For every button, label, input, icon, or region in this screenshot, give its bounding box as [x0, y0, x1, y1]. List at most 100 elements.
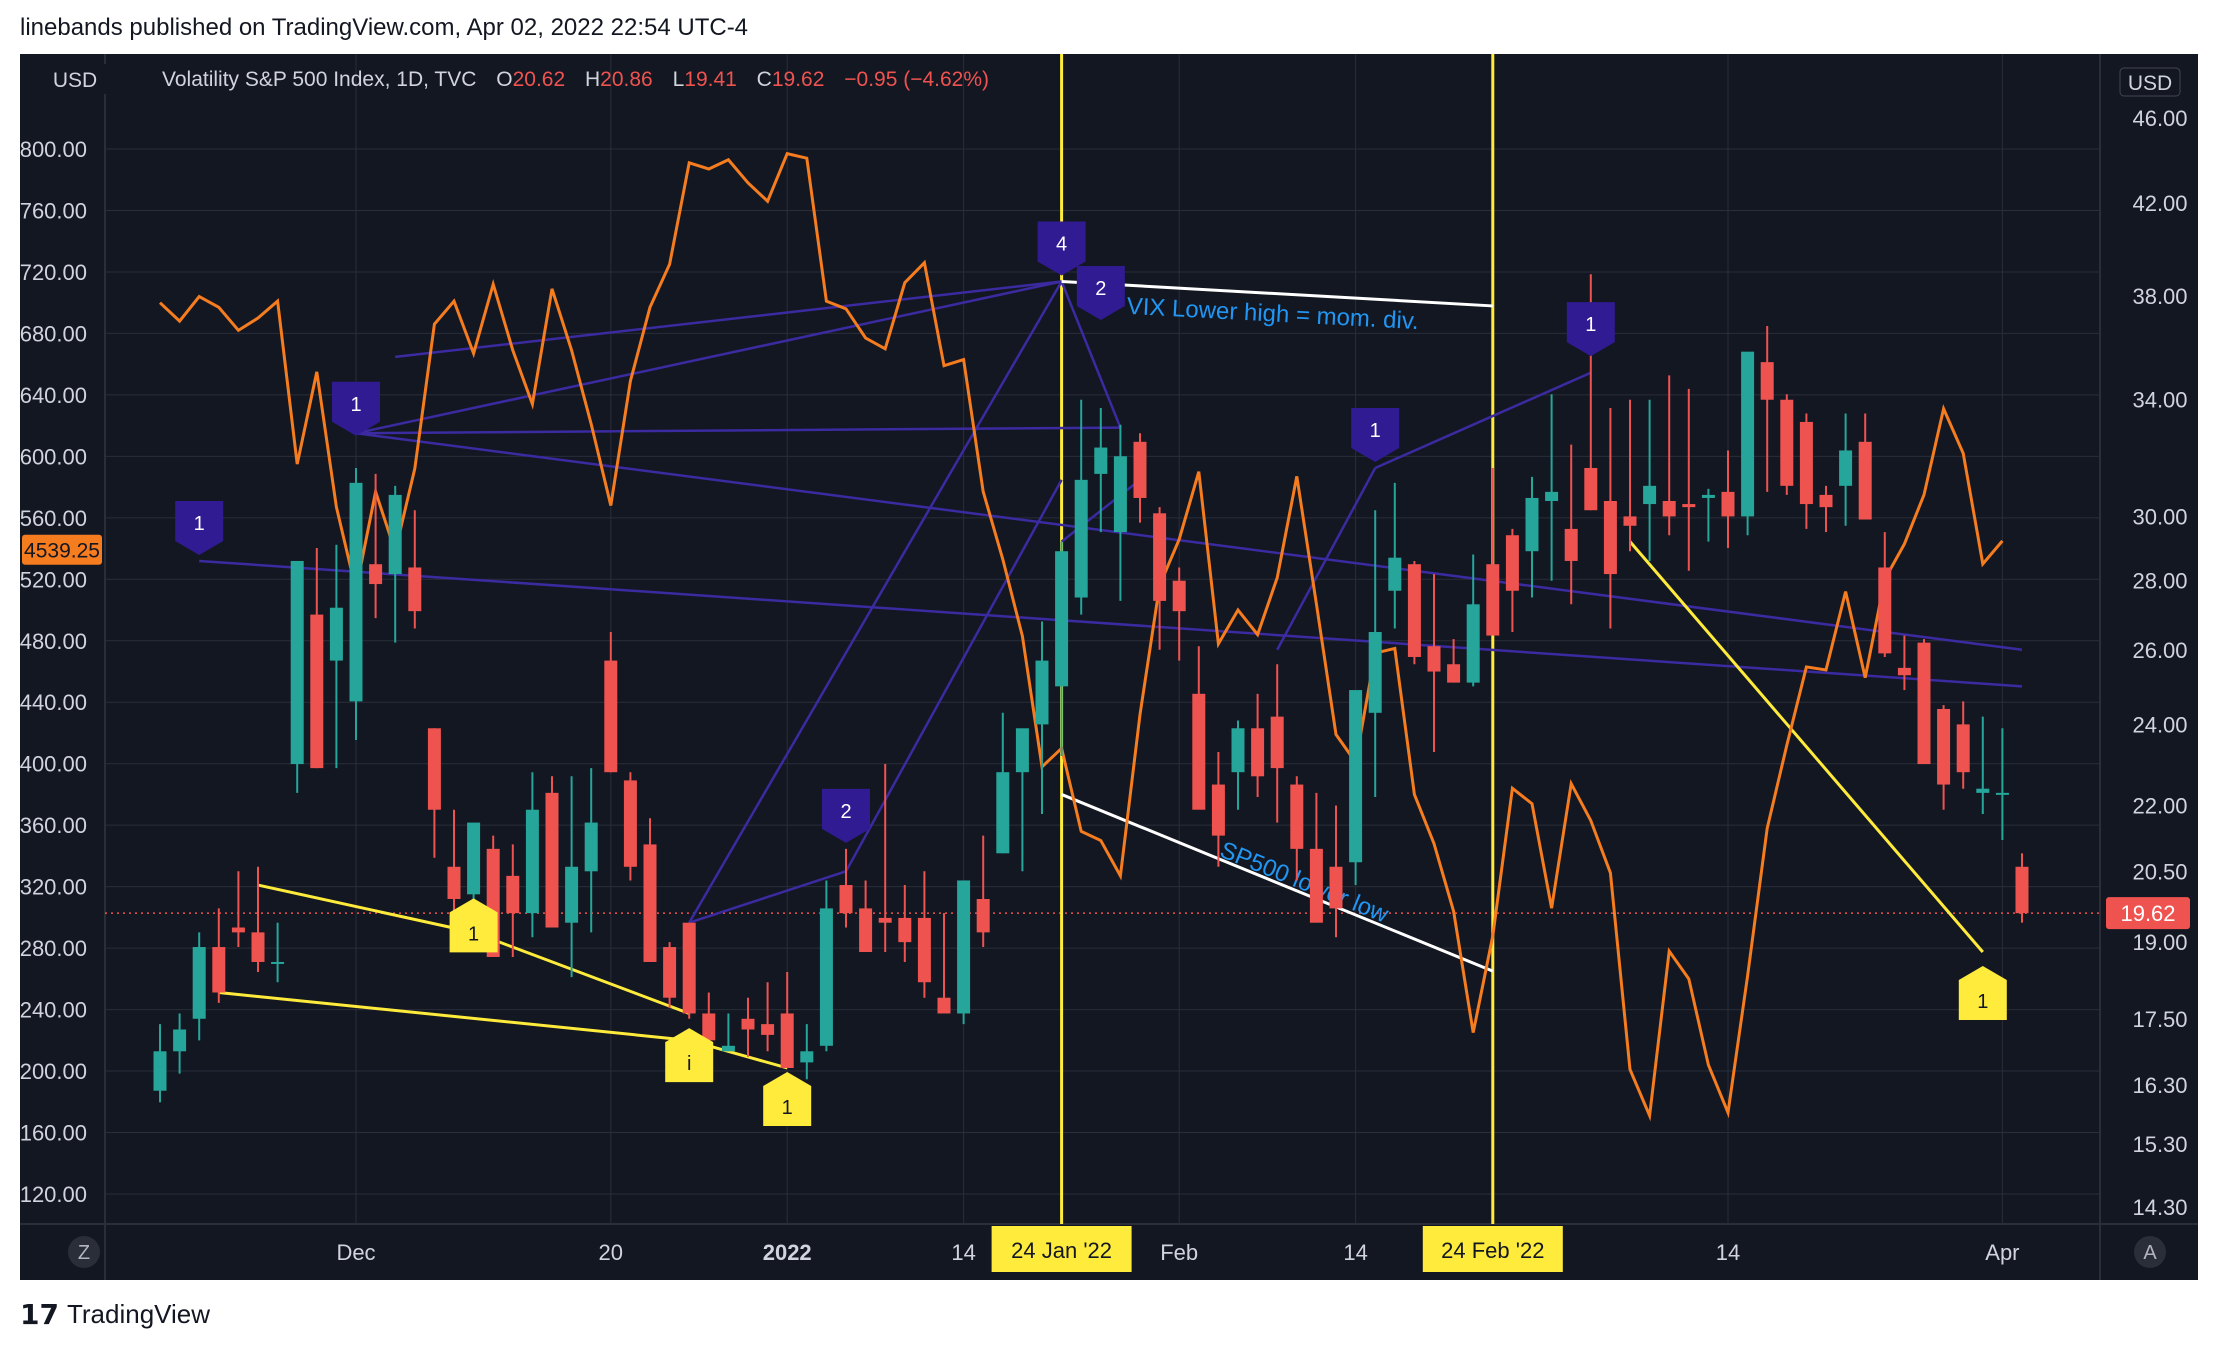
legend-symbol: Volatility S&P 500 Index, 1D, TVC — [162, 68, 476, 91]
right-price-badge: 19.62 — [2120, 901, 2175, 926]
legend-high-label: H — [585, 68, 600, 91]
candle-body — [1721, 491, 1735, 517]
candle-body — [859, 908, 873, 952]
pattern-flag — [332, 381, 380, 436]
candle-body — [447, 866, 461, 899]
candle-body — [349, 482, 363, 702]
legend-close-label: C — [757, 68, 772, 91]
z-button[interactable] — [68, 1236, 100, 1268]
left-tick-label: 4640.00 — [20, 383, 87, 408]
pattern-flag-label: 4 — [1056, 233, 1067, 255]
candle-body — [525, 809, 539, 914]
candle-body — [1897, 667, 1911, 676]
pattern-flag-label: 2 — [840, 801, 851, 823]
pattern-flag-label: 2 — [1095, 278, 1106, 300]
right-tick-label: 14.30 — [2132, 1195, 2187, 1220]
candle-body — [1113, 456, 1127, 533]
left-price-badge-bg — [22, 534, 102, 565]
time-tick-label: Apr — [1985, 1240, 2019, 1265]
candle-body — [388, 494, 402, 575]
candle-body — [702, 1013, 716, 1041]
yellow-flag — [665, 1028, 714, 1083]
candle-body — [917, 917, 931, 983]
right-price-badge-bg — [2106, 897, 2190, 930]
legend-high-value: 20.86 — [600, 68, 653, 91]
pattern-flag-label: 1 — [350, 394, 361, 416]
z-button-label: Z — [78, 1242, 90, 1264]
highlight-date-badge-bg — [991, 1226, 1132, 1272]
time-tick-label: Dec — [336, 1240, 375, 1265]
candle-body — [1505, 535, 1519, 591]
left-currency-badge[interactable] — [40, 64, 110, 94]
candle-body — [1329, 866, 1343, 909]
candle-body — [1682, 504, 1696, 508]
candle-body — [173, 1029, 187, 1052]
yellow-trend-line — [257, 883, 474, 934]
candle-body — [1603, 500, 1617, 575]
candle-body — [506, 875, 520, 914]
auto-scale-button[interactable] — [2134, 1236, 2166, 1268]
candle-body — [1251, 728, 1265, 777]
candle-body — [212, 947, 226, 993]
candle-body — [1309, 848, 1323, 923]
time-tick-label: 20 — [599, 1240, 623, 1265]
right-tick-label: 38.00 — [2132, 284, 2187, 309]
candle-body — [996, 772, 1010, 854]
legend-low-label: L — [673, 68, 685, 91]
left-tick-label: 4160.00 — [20, 1121, 87, 1146]
right-currency-badge — [2119, 67, 2181, 97]
candle-body — [1153, 513, 1167, 601]
time-tick-label: 14 — [951, 1240, 975, 1265]
right-tick-label: 28.00 — [2132, 569, 2187, 594]
candle-body — [1427, 646, 1441, 672]
candle-body — [1388, 557, 1402, 591]
candle-body — [1486, 564, 1500, 636]
candle-body — [271, 961, 285, 964]
candle-body — [231, 927, 245, 933]
candle-body — [976, 898, 990, 933]
candle-body — [1290, 784, 1304, 849]
pattern-flag — [1351, 407, 1400, 462]
candle-body — [1976, 788, 1990, 793]
pattern-flag — [175, 500, 224, 555]
candle-body — [721, 1045, 735, 1052]
left-tick-label: 4400.00 — [20, 752, 87, 777]
candle-body — [663, 947, 677, 998]
candle-body — [604, 660, 618, 773]
candle-body — [741, 1018, 755, 1030]
right-tick-label: 16.30 — [2132, 1073, 2187, 1098]
candle-body — [643, 844, 657, 962]
yellow-trend-line — [473, 930, 690, 1015]
pattern-line — [355, 280, 1062, 435]
yellow-flag-label: i — [687, 1053, 691, 1075]
yellow-flag — [763, 1071, 812, 1126]
candle-body — [369, 564, 383, 585]
candle-body — [1172, 580, 1186, 612]
candle-body — [1995, 792, 2009, 795]
tradingview-logo[interactable]: 17 TradingView — [20, 1298, 210, 1331]
candle-body — [761, 1024, 775, 1035]
candle-body — [1231, 728, 1245, 773]
left-tick-label: 4520.00 — [20, 567, 87, 592]
right-price-axis[interactable]: 14.30 15.30 16.30 17.50 19.00 20.50 22.00 24.00… — [2106, 67, 2190, 1220]
time-axis[interactable]: Dec 20 2022 14 Feb 14 14 Apr 24 Jan '22 24 Feb '2… — [336, 1226, 2020, 1272]
candle-body — [2015, 866, 2029, 914]
candle-body — [1211, 784, 1225, 836]
left-tick-label: 4200.00 — [20, 1059, 87, 1084]
right-tick-label: 17.50 — [2132, 1007, 2187, 1032]
pattern-line — [688, 280, 1063, 924]
candle-body — [565, 866, 579, 923]
candle-body — [1074, 479, 1088, 598]
candle-body — [1662, 500, 1676, 517]
right-tick-label: 24.00 — [2132, 712, 2187, 737]
legend-title: Volatility S&P 500 Index, 1D, TVC O20.62… — [162, 68, 989, 91]
pattern-line — [688, 870, 847, 924]
candle-body — [1956, 724, 1970, 773]
candle-body — [1055, 551, 1069, 687]
pattern-flag — [1037, 221, 1086, 276]
left-tick-label: 4360.00 — [20, 813, 87, 838]
